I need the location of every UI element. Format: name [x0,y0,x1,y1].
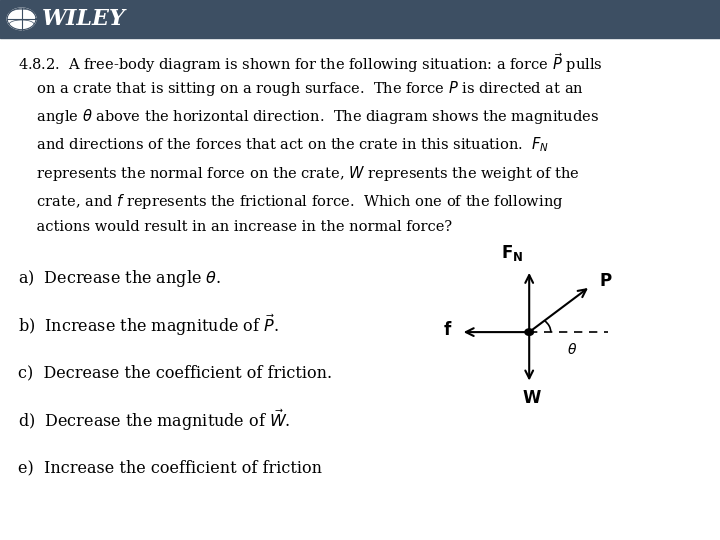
Text: actions would result in an increase in the normal force?: actions would result in an increase in t… [18,220,452,234]
Text: 4.8.2.  A free-body diagram is shown for the following situation: a force $\vec{: 4.8.2. A free-body diagram is shown for … [18,51,603,75]
Text: d)  Decrease the magnitude of $\vec{W}$.: d) Decrease the magnitude of $\vec{W}$. [18,408,291,433]
Text: b)  Increase the magnitude of $\vec{\mathit{P}}$.: b) Increase the magnitude of $\vec{\math… [18,313,279,338]
Text: a)  Decrease the angle $\theta$.: a) Decrease the angle $\theta$. [18,268,221,288]
Text: angle $\theta$ above the horizontal direction.  The diagram shows the magnitudes: angle $\theta$ above the horizontal dire… [18,107,599,126]
Text: on a crate that is sitting on a rough surface.  The force $\mathit{P}$ is direct: on a crate that is sitting on a rough su… [18,79,584,98]
Text: e)  Increase the coefficient of friction: e) Increase the coefficient of friction [18,460,322,477]
Text: $\mathbf{F_N}$: $\mathbf{F_N}$ [501,243,523,263]
Bar [0,0,720,38]
Text: $\mathbf{f}$: $\mathbf{f}$ [443,321,452,339]
Circle shape [7,8,36,30]
Text: c)  Decrease the coefficient of friction.: c) Decrease the coefficient of friction. [18,364,332,382]
Text: $\mathbf{W}$: $\mathbf{W}$ [522,390,542,407]
Circle shape [525,329,534,335]
Text: WILEY: WILEY [42,8,125,30]
Text: $\mathbf{P}$: $\mathbf{P}$ [599,273,613,291]
Text: and directions of the forces that act on the crate in this situation.  $F_N$: and directions of the forces that act on… [18,136,549,154]
Text: $\theta$: $\theta$ [567,342,577,357]
Text: crate, and $f$ represents the frictional force.  Which one of the following: crate, and $f$ represents the frictional… [18,192,564,211]
Text: represents the normal force on the crate, $W$ represents the weight of the: represents the normal force on the crate… [18,164,580,183]
